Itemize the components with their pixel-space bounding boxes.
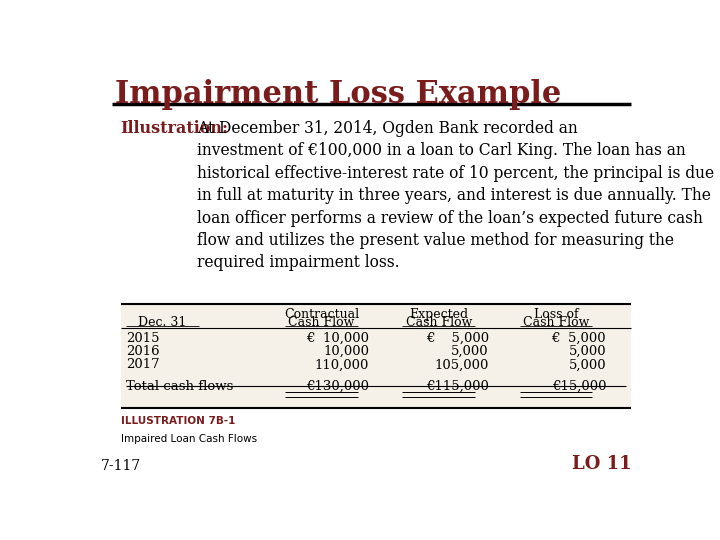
Text: Dec. 31: Dec. 31: [138, 316, 186, 329]
Text: Total cash flows: Total cash flows: [126, 380, 234, 393]
Text: 5,000: 5,000: [569, 359, 606, 372]
Text: Impaired Loan Cash Flows: Impaired Loan Cash Flows: [121, 434, 257, 444]
Text: €  5,000: € 5,000: [552, 332, 606, 345]
Text: ILLUSTRATION 7B-1: ILLUSTRATION 7B-1: [121, 416, 235, 426]
Text: Cash Flow: Cash Flow: [405, 316, 472, 329]
Text: Impairment Loss Example: Impairment Loss Example: [115, 79, 562, 110]
Text: 105,000: 105,000: [435, 359, 489, 372]
Text: Cash Flow: Cash Flow: [523, 316, 589, 329]
Text: 5,000: 5,000: [569, 345, 606, 358]
Text: Loss of: Loss of: [534, 308, 578, 321]
Text: 2017: 2017: [126, 359, 160, 372]
Text: 5,000: 5,000: [451, 345, 489, 358]
Text: €15,000: €15,000: [552, 380, 606, 393]
Text: Expected: Expected: [409, 308, 468, 321]
Text: €130,000: €130,000: [306, 380, 369, 393]
Text: €  10,000: € 10,000: [306, 332, 369, 345]
Text: Cash Flow: Cash Flow: [289, 316, 355, 329]
Text: €    5,000: € 5,000: [426, 332, 489, 345]
Text: At December 31, 2014, Ogden Bank recorded an
investment of €100,000 in a loan to: At December 31, 2014, Ogden Bank recorde…: [197, 120, 714, 272]
Text: 2016: 2016: [126, 345, 160, 358]
Text: Contractual: Contractual: [284, 308, 359, 321]
Text: 110,000: 110,000: [315, 359, 369, 372]
FancyBboxPatch shape: [121, 304, 631, 408]
Text: 10,000: 10,000: [323, 345, 369, 358]
Text: 7-117: 7-117: [101, 459, 141, 473]
Text: 2015: 2015: [126, 332, 160, 345]
Text: Illustration:: Illustration:: [121, 120, 229, 137]
Text: €115,000: €115,000: [426, 380, 489, 393]
Text: LO 11: LO 11: [572, 455, 631, 473]
